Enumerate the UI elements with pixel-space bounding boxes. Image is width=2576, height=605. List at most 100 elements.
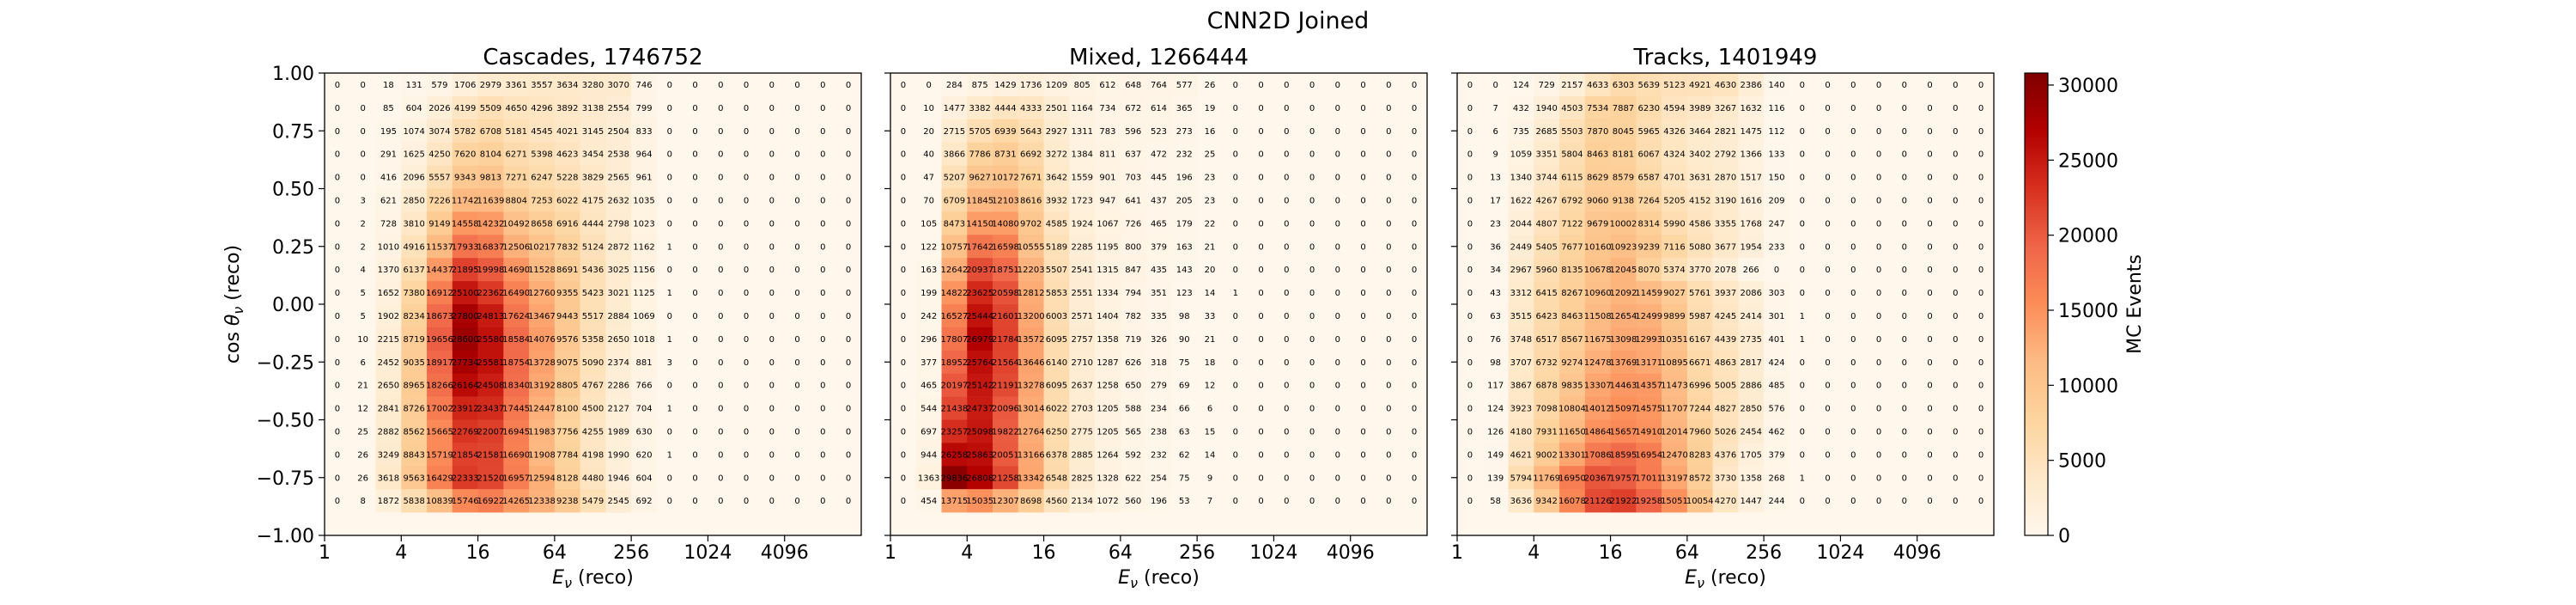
heatmap-cell: [835, 489, 862, 513]
cell-value-label: 9355: [556, 289, 578, 298]
heatmap-cell: [1376, 95, 1402, 120]
heatmap-cell: [1917, 258, 1943, 282]
cell-value-label: 284: [946, 81, 963, 90]
heatmap-cell: [1171, 211, 1198, 235]
cell-value-label: 3: [360, 196, 365, 205]
cell-value-label: 26258: [940, 450, 968, 460]
heatmap-cell: [1610, 235, 1637, 259]
cell-value-label: 20051: [992, 450, 1019, 460]
cell-value-label: 1366: [1741, 150, 1762, 160]
cell-value-label: 1164: [1071, 104, 1092, 113]
cell-value-label: 544: [920, 405, 937, 414]
heatmap-cell: [733, 258, 760, 282]
heatmap-cell: [349, 373, 376, 397]
cell-value-label: 604: [635, 474, 652, 483]
panel-title: Tracks, 1401949: [1633, 45, 1818, 70]
cell-value-label: 2821: [1715, 127, 1736, 137]
cell-value-label: 11769: [1533, 474, 1560, 483]
heatmap-cell: [1662, 373, 1688, 397]
heatmap-cell: [477, 142, 504, 166]
cell-value-label: 1632: [1741, 104, 1762, 113]
cell-value-label: 1736: [1020, 81, 1042, 90]
cell-value-label: 12470: [1661, 450, 1688, 460]
cell-value-label: 0: [820, 405, 825, 414]
heatmap-cell: [1584, 235, 1611, 259]
cell-value-label: 0: [1284, 266, 1289, 275]
cell-value-label: 8616: [1020, 196, 1042, 205]
cell-value-label: 0: [1978, 104, 1984, 113]
cell-value-label: 21854: [452, 450, 479, 460]
heatmap-cell: [1299, 373, 1326, 397]
cell-value-label: 4439: [1715, 335, 1736, 345]
cell-value-label: 0: [1953, 174, 1958, 183]
cell-value-label: 11459: [1635, 289, 1662, 298]
heatmap-cell: [1968, 396, 1995, 420]
heatmap-cell: [1350, 396, 1376, 420]
cell-value-label: 0: [1467, 405, 1473, 414]
cell-value-label: 0: [1825, 358, 1830, 368]
cell-value-label: 0: [1978, 450, 1984, 460]
heatmap-cell: [1814, 489, 1841, 513]
cell-value-label: 9002: [1535, 450, 1557, 460]
heatmap-cell: [1401, 396, 1428, 420]
heatmap-cell: [1273, 281, 1300, 305]
cell-value-label: 5398: [531, 150, 552, 160]
heatmap-cell: [890, 235, 917, 259]
cell-value-label: 4376: [1715, 450, 1736, 460]
heatmap-cell: [1482, 235, 1509, 259]
cell-value-label: 0: [1233, 358, 1238, 368]
heatmap-cell: [1145, 466, 1172, 490]
cell-value-label: 0: [794, 405, 799, 414]
heatmap-cell: [1018, 258, 1044, 282]
cell-value-label: 34: [1490, 266, 1501, 275]
heatmap-cell: [1248, 119, 1274, 143]
heatmap-cell: [1584, 258, 1611, 282]
x-tick-label: 256: [1746, 542, 1782, 564]
cell-value-label: 2545: [608, 497, 629, 506]
cell-value-label: 0: [1953, 127, 1958, 137]
cell-value-label: 0: [1258, 266, 1263, 275]
heatmap-cell: [1891, 419, 1918, 443]
heatmap-cell: [1712, 95, 1739, 120]
cell-value-label: 735: [1513, 127, 1529, 137]
cell-value-label: 0: [692, 196, 697, 205]
cell-value-label: 0: [1360, 497, 1365, 506]
heatmap-cell: [529, 142, 556, 166]
heatmap-cell: [1145, 142, 1172, 166]
cell-value-label: 11908: [528, 450, 556, 460]
heatmap-cell: [1018, 327, 1044, 351]
cell-value-label: 0: [1902, 266, 1907, 275]
cell-value-label: 13572: [1018, 335, 1045, 345]
cell-value-label: 0: [667, 497, 672, 506]
heatmap-cell: [1222, 95, 1249, 120]
heatmap-cell-labels: 0 0 124 729 2157 4633 6303 5639 5123 4921 4630 2386…: [1467, 81, 1984, 506]
cell-value-label: 18751: [992, 266, 1019, 275]
cell-value-label: 126: [1487, 427, 1504, 437]
heatmap-cell: [1738, 443, 1765, 467]
heatmap-cell: [1350, 258, 1376, 282]
cell-value-label: 0: [1800, 174, 1805, 183]
heatmap-cell: [1401, 211, 1428, 235]
heatmap-cell: [349, 419, 376, 443]
heatmap-cell: [915, 95, 942, 120]
cell-value-label: 1475: [1741, 127, 1762, 137]
cell-value-label: 0: [718, 127, 723, 137]
heatmap-cell: [1891, 350, 1918, 374]
heatmap-cell: [605, 327, 632, 351]
cell-value-label: 3866: [944, 150, 965, 160]
heatmap-cell: [733, 489, 760, 513]
cell-value-label: 17624: [502, 312, 530, 321]
heatmap-cell: [915, 466, 942, 490]
cell-value-label: 435: [1151, 266, 1167, 275]
cell-value-label: 0: [1825, 266, 1830, 275]
heatmap-cell: [1840, 188, 1867, 212]
cell-value-label: 0: [1258, 497, 1263, 506]
cell-value-label: 6517: [1535, 335, 1557, 345]
heatmap-cell: [1324, 304, 1352, 328]
cell-value-label: 0: [1467, 219, 1473, 229]
heatmap-cell: [1145, 73, 1172, 97]
cell-value-label: 0: [1412, 405, 1417, 414]
heatmap-cell: [1324, 350, 1352, 374]
cell-value-label: 23625: [966, 289, 993, 298]
heatmap-cell: [349, 304, 376, 328]
